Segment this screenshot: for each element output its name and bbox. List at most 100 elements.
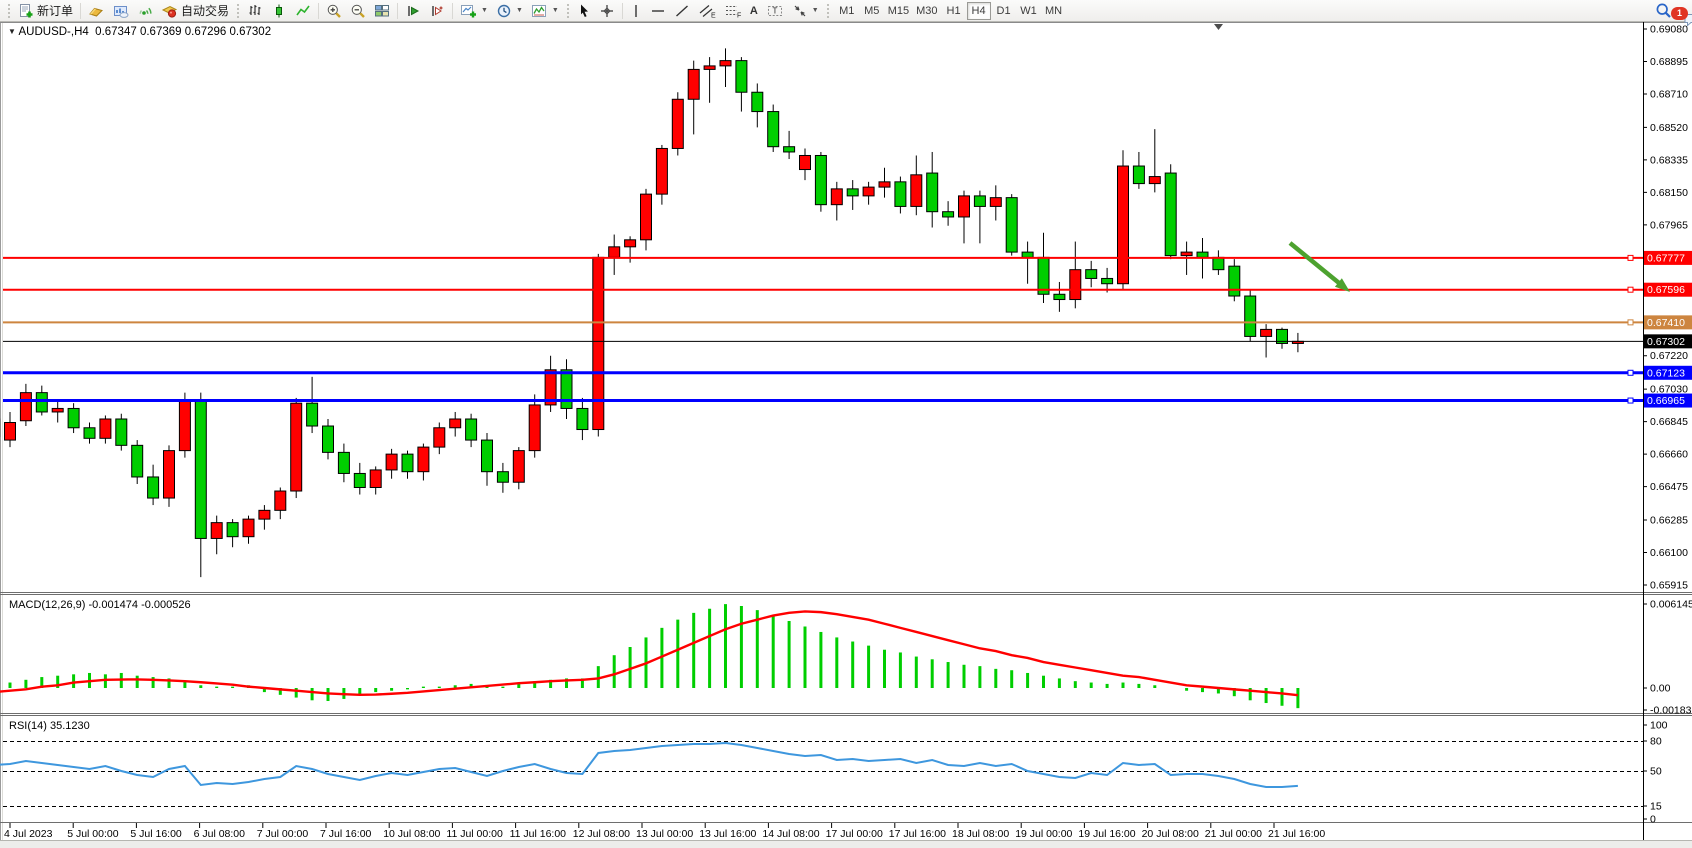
- zoom-out-button[interactable]: [346, 1, 370, 21]
- hline-handle[interactable]: [1627, 319, 1634, 326]
- hline-handle[interactable]: [1627, 397, 1634, 404]
- label-tool-button[interactable]: T: [762, 1, 788, 21]
- chart-shift-button[interactable]: [425, 1, 449, 21]
- horizontal-line-tool-button[interactable]: [646, 1, 670, 21]
- candle-body: [131, 444, 144, 478]
- candle-body: [258, 509, 271, 520]
- new-chart-button[interactable]: ▼: [456, 1, 492, 21]
- price-label-box: [1644, 282, 1692, 297]
- candle-body: [719, 60, 732, 67]
- timeframe-H1[interactable]: H1: [942, 2, 966, 20]
- candle-body: [99, 418, 112, 439]
- ohlc-high: 0.67369: [139, 26, 182, 38]
- candle-body: [751, 91, 764, 113]
- arrows-tool-button[interactable]: ▼: [788, 1, 823, 21]
- indicators-icon: [531, 4, 546, 17]
- toolbar-grip[interactable]: [565, 3, 570, 18]
- toolbar-grip[interactable]: [236, 3, 241, 18]
- hline-handle[interactable]: [1627, 369, 1634, 376]
- separator: [621, 2, 623, 19]
- timeframe-H4[interactable]: H4: [966, 1, 991, 20]
- candle-body: [1053, 293, 1066, 301]
- time-label: 21 Jul 00:00: [1205, 828, 1262, 840]
- candle-body: [1021, 251, 1034, 258]
- separator: [397, 2, 399, 19]
- timeframe-M5[interactable]: M5: [860, 2, 884, 20]
- toolbar: 新订单: [0, 0, 1692, 27]
- hline-handle[interactable]: [1627, 286, 1634, 293]
- timeframe-M30[interactable]: M30: [913, 2, 940, 20]
- timeframe-group: M1 M5 M15 M30 H1 H4 D1 W1 MN: [835, 1, 1066, 20]
- new-order-button[interactable]: 新订单: [14, 1, 77, 21]
- dropdown-caret: ▼: [811, 7, 819, 14]
- search-button[interactable]: [1651, 1, 1676, 21]
- clock-icon: [497, 4, 511, 17]
- symbol-dropdown-icon[interactable]: ▼: [8, 27, 16, 36]
- timeframe-W1[interactable]: W1: [1017, 2, 1041, 20]
- timeframe-MN[interactable]: MN: [1042, 2, 1066, 20]
- candle-body: [1180, 251, 1193, 257]
- time-label: 14 Jul 08:00: [762, 828, 819, 840]
- chart-shift-icon: [432, 5, 443, 16]
- candle-body: [385, 453, 398, 471]
- candle-body: [1148, 176, 1161, 185]
- tile-windows-button[interactable]: [370, 1, 394, 21]
- fibonacci-tool-button[interactable]: F: [720, 1, 746, 21]
- toolbar-grip[interactable]: [7, 3, 11, 18]
- candle-body: [1101, 277, 1114, 285]
- crosshair-tool-button[interactable]: [595, 1, 619, 21]
- hline-handle[interactable]: [1627, 254, 1634, 261]
- candle-body: [4, 422, 16, 441]
- candle-body: [655, 147, 668, 195]
- candle-body: [624, 239, 637, 248]
- zoom-in-icon: [327, 4, 341, 18]
- axis-label: 50: [1650, 766, 1662, 778]
- candle-body: [958, 195, 970, 218]
- candle-body: [640, 193, 652, 241]
- candle-body: [369, 469, 382, 489]
- channel-tool-button[interactable]: E: [694, 1, 720, 21]
- trendline-tool-button[interactable]: [670, 1, 694, 21]
- profiles-button[interactable]: [84, 1, 108, 21]
- timeframe-D1[interactable]: D1: [992, 2, 1016, 20]
- candle-body: [481, 439, 493, 473]
- rsi-label: RSI(14) 35.1230: [9, 720, 90, 732]
- axis-label: 0.66660: [1650, 449, 1688, 461]
- candle-body: [560, 369, 573, 409]
- toolbar-grip[interactable]: [825, 3, 830, 18]
- auto-scroll-button[interactable]: [401, 1, 425, 21]
- window-bottom-strip: [0, 841, 1692, 848]
- shift-marker[interactable]: [1214, 24, 1223, 30]
- indicators-button[interactable]: ▼: [527, 1, 563, 21]
- candlestick-mode-button[interactable]: [267, 1, 291, 21]
- axis-label: 0.68520: [1650, 122, 1688, 134]
- signal-icon: [139, 7, 152, 15]
- trend-arrow-line[interactable]: [1288, 241, 1343, 287]
- autotrading-label: 自动交易: [181, 4, 230, 18]
- autotrading-button[interactable]: 自动交易: [157, 1, 233, 21]
- trend-arrow-head[interactable]: [1334, 278, 1350, 292]
- candle-body: [1085, 269, 1098, 279]
- candle-body: [433, 427, 446, 448]
- signals-button[interactable]: [133, 1, 157, 21]
- market-watch-button[interactable]: [108, 1, 133, 21]
- cursor-tool-button[interactable]: [573, 1, 595, 21]
- vertical-line-icon: [635, 4, 637, 17]
- auto-scroll-icon: [408, 5, 420, 16]
- timeframe-M1[interactable]: M1: [835, 2, 859, 20]
- candle-body: [322, 425, 334, 453]
- periods-button[interactable]: ▼: [492, 1, 527, 21]
- line-chart-mode-button[interactable]: [291, 1, 315, 21]
- dropdown-caret: ▼: [551, 7, 559, 14]
- candle-body: [274, 490, 287, 511]
- time-label: 11 Jul 00:00: [446, 828, 503, 840]
- vertical-line-tool-button[interactable]: [626, 1, 646, 21]
- timeframe-M15[interactable]: M15: [885, 2, 912, 20]
- separator: [452, 2, 454, 19]
- zoom-in-button[interactable]: [322, 1, 346, 21]
- text-tool-button[interactable]: A: [746, 1, 762, 21]
- candle-body: [83, 427, 96, 439]
- ohlc-close: 0.67302: [229, 26, 272, 38]
- bar-chart-mode-button[interactable]: [243, 1, 267, 21]
